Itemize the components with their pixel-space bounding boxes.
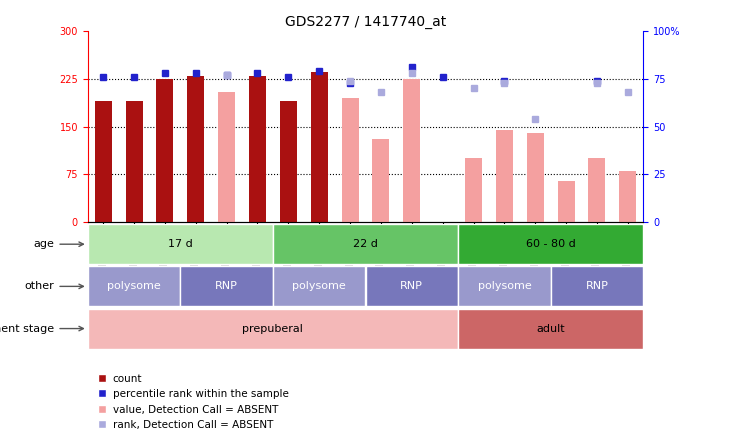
Bar <box>218 91 235 222</box>
Bar <box>280 101 297 222</box>
Bar <box>458 309 643 349</box>
Text: polysome: polysome <box>477 281 531 291</box>
Text: polysome: polysome <box>107 281 161 291</box>
Text: 17 d: 17 d <box>168 239 193 249</box>
Bar <box>156 79 173 222</box>
Text: age: age <box>34 239 83 249</box>
Text: RNP: RNP <box>215 281 238 291</box>
Bar <box>95 101 112 222</box>
Bar <box>372 139 390 222</box>
Bar <box>273 266 366 306</box>
Text: other: other <box>25 281 83 291</box>
Bar <box>88 309 458 349</box>
Title: GDS2277 / 1417740_at: GDS2277 / 1417740_at <box>285 15 446 29</box>
Bar <box>527 133 544 222</box>
Bar <box>88 266 181 306</box>
Bar <box>550 266 643 306</box>
Bar <box>249 75 266 222</box>
Bar <box>458 224 643 264</box>
Text: 60 - 80 d: 60 - 80 d <box>526 239 575 249</box>
Bar <box>458 266 550 306</box>
Text: adult: adult <box>537 324 565 333</box>
Bar <box>88 224 273 264</box>
Bar <box>311 72 327 222</box>
Bar <box>341 98 358 222</box>
Text: RNP: RNP <box>586 281 608 291</box>
Text: 22 d: 22 d <box>353 239 378 249</box>
Bar <box>465 159 482 222</box>
Bar <box>558 181 575 222</box>
Bar <box>126 101 143 222</box>
Bar <box>187 75 204 222</box>
Bar <box>181 266 273 306</box>
Text: polysome: polysome <box>292 281 346 291</box>
Legend: count, percentile rank within the sample, value, Detection Call = ABSENT, rank, : count, percentile rank within the sample… <box>93 369 292 434</box>
Text: development stage: development stage <box>0 324 83 333</box>
Text: prepuberal: prepuberal <box>243 324 303 333</box>
Bar <box>496 130 513 222</box>
Bar <box>404 79 420 222</box>
Bar <box>588 159 605 222</box>
Bar <box>619 171 636 222</box>
Bar <box>366 266 458 306</box>
Bar <box>273 224 458 264</box>
Text: RNP: RNP <box>401 281 423 291</box>
